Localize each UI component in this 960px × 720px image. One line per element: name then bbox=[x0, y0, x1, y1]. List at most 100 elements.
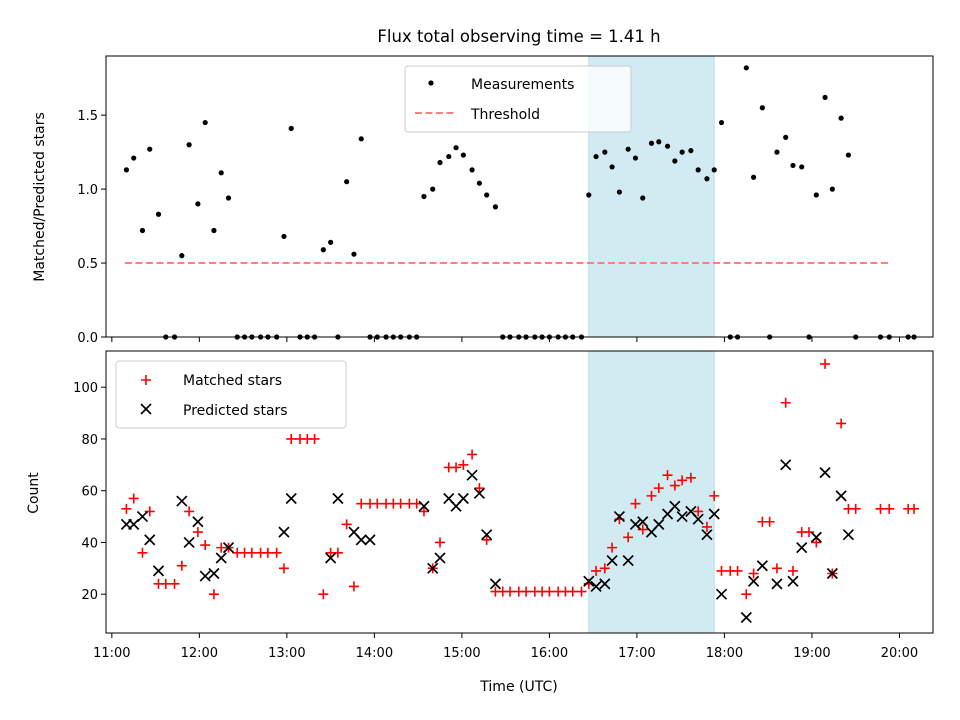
bottom-predicted-point bbox=[489, 578, 502, 590]
bottom-matched-point bbox=[709, 490, 720, 501]
bottom-matched-point bbox=[467, 449, 478, 460]
bottom-matched-point bbox=[121, 503, 132, 514]
bottom-matched-point bbox=[160, 578, 171, 589]
bottom-y-tick-label: 100 bbox=[73, 381, 98, 396]
bottom-matched-point bbox=[909, 503, 920, 514]
top-measurement-point bbox=[783, 134, 789, 140]
top-measurement-point bbox=[790, 162, 796, 169]
top-measurement-point bbox=[838, 115, 844, 121]
top-measurement-point bbox=[813, 192, 819, 198]
bottom-predicted-point bbox=[332, 492, 344, 505]
bottom-x-tick-label: 20:00 bbox=[881, 646, 918, 661]
bottom-predicted-point bbox=[747, 575, 760, 587]
bottom-predicted-point bbox=[715, 588, 728, 600]
top-measurement-point bbox=[609, 164, 615, 170]
bottom-matched-point bbox=[481, 534, 492, 545]
top-y-tick-label: 1.5 bbox=[77, 109, 98, 124]
top-measurement-point bbox=[437, 159, 443, 166]
bottom-x-tick-label: 19:00 bbox=[793, 646, 830, 661]
top-measurement-point bbox=[123, 167, 130, 173]
top-measurement-point bbox=[625, 146, 631, 152]
top-measurement-point bbox=[139, 227, 146, 234]
top-measurement-point bbox=[774, 149, 780, 155]
top-measurement-point bbox=[351, 251, 357, 257]
bottom-matched-point bbox=[262, 547, 273, 558]
bottom-predicted-point bbox=[215, 552, 227, 564]
top-y-tick-label: 0.0 bbox=[77, 331, 98, 346]
bottom-predicted-point bbox=[708, 508, 720, 520]
top-panel: 0.0 0.5 1.0 1.5 Measurements Threshold bbox=[77, 55, 934, 346]
bottom-matched-point bbox=[144, 506, 155, 517]
top-measurement-point bbox=[672, 158, 678, 164]
bottom-predicted-point bbox=[701, 529, 713, 541]
bottom-predicted-point bbox=[583, 575, 595, 587]
top-axes-frame bbox=[105, 55, 934, 338]
bottom-matched-point bbox=[341, 519, 352, 530]
legend-measurements-label: Measurements bbox=[471, 77, 574, 93]
top-measurement-point bbox=[688, 148, 694, 154]
top-measurement-point bbox=[718, 119, 725, 126]
bottom-matched-point bbox=[372, 498, 383, 509]
top-measurement-point bbox=[218, 170, 224, 176]
chart-title: Flux total observing time = 1.41 h bbox=[377, 27, 660, 46]
top-y-tick-label: 0.5 bbox=[77, 257, 98, 272]
bottom-matched-point bbox=[820, 358, 831, 369]
legend-predicted-label: Predicted stars bbox=[183, 403, 288, 419]
top-measurement-point bbox=[476, 180, 482, 186]
bottom-matched-point bbox=[811, 537, 822, 548]
legend-threshold-label: Threshold bbox=[470, 107, 540, 123]
legend-predicted-marker bbox=[140, 403, 152, 415]
bottom-predicted-point bbox=[199, 570, 211, 582]
top-measurement-point bbox=[656, 139, 662, 145]
bottom-predicted-point bbox=[192, 516, 204, 528]
top-measurement-point bbox=[358, 136, 364, 142]
bottom-matched-point bbox=[200, 540, 211, 551]
bottom-matched-point bbox=[646, 490, 657, 501]
bottom-matched-point bbox=[309, 433, 320, 444]
top-measurement-point bbox=[344, 179, 350, 185]
bottom-predicted-point bbox=[835, 490, 847, 502]
bottom-matched-point bbox=[653, 483, 664, 494]
bottom-x-tick-label: 18:00 bbox=[706, 646, 743, 661]
bottom-matched-point bbox=[764, 516, 775, 527]
bottom-predicted-point bbox=[364, 534, 376, 546]
top-measurement-point bbox=[225, 195, 232, 201]
bottom-x-tick-label: 12:00 bbox=[181, 646, 218, 661]
legend-measurements-marker bbox=[428, 80, 434, 86]
top-y-tick-label: 1.0 bbox=[77, 183, 98, 198]
top-measurement-point bbox=[179, 253, 185, 259]
top-measurement-point bbox=[743, 65, 749, 71]
bottom-matched-point bbox=[356, 498, 367, 509]
bottom-matched-point bbox=[278, 563, 289, 574]
bottom-panel: 20 40 60 80 100 11:00 12:00 13:00 14:00 15:00 16:0… bbox=[73, 350, 934, 661]
bottom-x-tick-label: 17:00 bbox=[618, 646, 655, 661]
top-measurement-point bbox=[711, 167, 717, 173]
top-measurement-point bbox=[446, 153, 452, 160]
bottom-matched-point bbox=[630, 498, 641, 509]
bottom-matched-point bbox=[732, 565, 743, 576]
top-measurement-point bbox=[679, 149, 685, 155]
bottom-matched-point bbox=[836, 418, 847, 429]
bottom-matched-point bbox=[505, 586, 516, 597]
bottom-matched-point bbox=[395, 498, 406, 509]
top-measurement-point bbox=[750, 174, 757, 180]
legend-matched-marker bbox=[141, 375, 151, 385]
bottom-predicted-point bbox=[222, 542, 235, 554]
top-measurement-point bbox=[281, 233, 287, 240]
top-measurement-point bbox=[704, 176, 710, 182]
top-measurement-point bbox=[593, 153, 599, 160]
bottom-y-tick-label: 40 bbox=[81, 536, 98, 551]
bottom-x-tick-label: 11:00 bbox=[93, 646, 130, 661]
bottom-matched-point bbox=[607, 542, 618, 553]
top-measurement-point bbox=[288, 125, 294, 132]
bottom-matched-point bbox=[623, 532, 634, 543]
bottom-x-tick-label: 16:00 bbox=[531, 646, 568, 661]
bottom-matched-point bbox=[576, 586, 587, 597]
bottom-matched-point bbox=[271, 547, 282, 558]
top-measurement-point bbox=[430, 186, 436, 192]
bottom-matched-point bbox=[184, 506, 195, 517]
bottom-predicted-point bbox=[653, 518, 665, 530]
bottom-predicted-point bbox=[606, 554, 618, 567]
bottom-predicted-point bbox=[183, 536, 195, 549]
bottom-matched-point bbox=[176, 560, 187, 571]
